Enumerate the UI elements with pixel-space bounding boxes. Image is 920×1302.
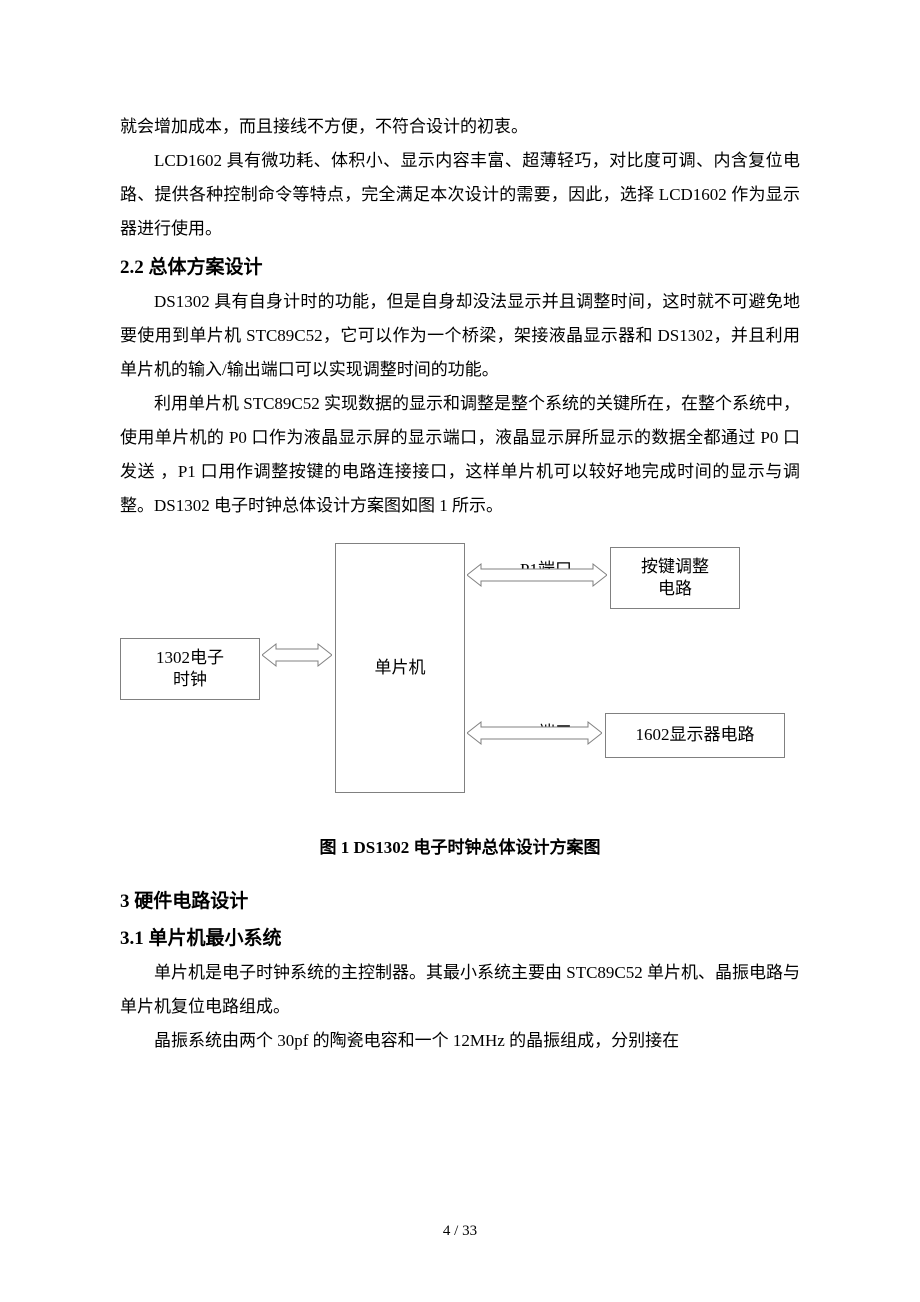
page-sep: /	[450, 1223, 462, 1239]
page-footer: 4 / 33	[0, 1223, 920, 1240]
figure-caption: 图 1 DS1302 电子时钟总体设计方案图	[120, 833, 800, 858]
para-4: 利用单片机 STC89C52 实现数据的显示和调整是整个系统的关键所在，在整个系…	[120, 387, 800, 523]
double-arrow	[262, 642, 332, 668]
para-2: LCD1602 具有微功耗、体积小、显示内容丰富、超薄轻巧，对比度可调、内含复位…	[120, 144, 800, 246]
node-lcd1602: 1602显示器电路	[605, 713, 785, 758]
para-1: 就会增加成本，而且接线不方便，不符合设计的初衷。	[120, 110, 800, 144]
para-3: DS1302 具有自身计时的功能，但是自身却没法显示并且调整时间，这时就不可避免…	[120, 285, 800, 387]
page-total: 33	[462, 1223, 477, 1239]
para-5: 单片机是电子时钟系统的主控制器。其最小系统主要由 STC89C52 单片机、晶振…	[120, 956, 800, 1024]
heading-3: 3 硬件电路设计	[120, 886, 800, 913]
node-ds1302: 1302电子时钟	[120, 638, 260, 700]
double-arrow	[467, 562, 607, 588]
node-mcu: 单片机	[335, 543, 465, 793]
page-content: 就会增加成本，而且接线不方便，不符合设计的初衷。 LCD1602 具有微功耗、体…	[0, 0, 920, 1108]
heading-2-2: 2.2 总体方案设计	[120, 252, 800, 279]
diagram-fig1: 单片机1302电子时钟按键调整电路1602显示器电路P1端口P0端口	[120, 533, 800, 803]
heading-3-1: 3.1 单片机最小系统	[120, 923, 800, 950]
node-keys: 按键调整电路	[610, 547, 740, 609]
para-6: 晶振系统由两个 30pf 的陶瓷电容和一个 12MHz 的晶振组成，分别接在	[120, 1024, 800, 1058]
double-arrow	[467, 720, 602, 746]
